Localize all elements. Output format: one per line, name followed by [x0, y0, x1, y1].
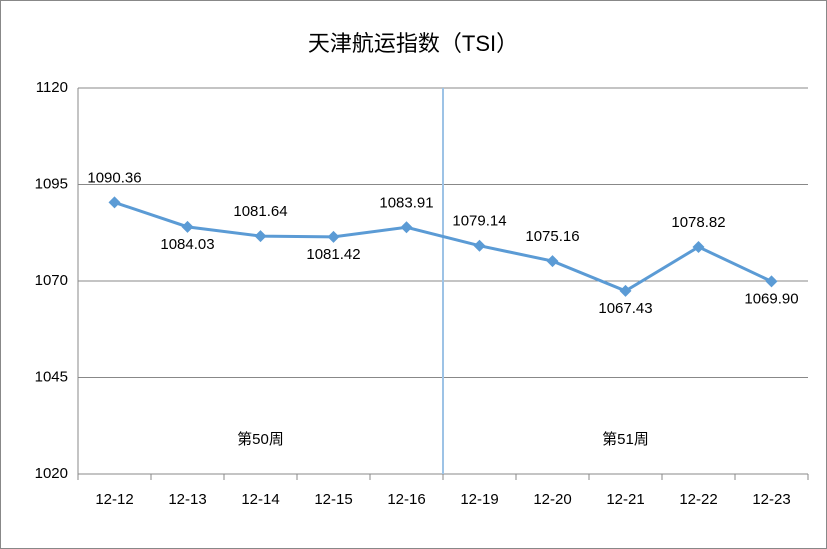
data-label: 1090.36 — [87, 169, 141, 186]
marker — [400, 221, 413, 234]
x-tick-label: 12-19 — [460, 491, 498, 508]
line — [114, 200, 773, 293]
chart-title: 天津航运指数（TSI） — [308, 31, 518, 56]
data-label: 1084.03 — [160, 236, 214, 253]
x-tick-label: 12-22 — [679, 491, 717, 508]
marker — [108, 196, 121, 209]
x-tick-label: 12-12 — [95, 491, 133, 508]
y-tick-label: 1020 — [35, 465, 68, 482]
marker — [473, 239, 486, 252]
x-tick-label: 12-21 — [606, 491, 644, 508]
marker — [327, 230, 340, 243]
data-label: 1083.91 — [379, 194, 433, 211]
x-tick-label: 12-14 — [241, 491, 279, 508]
marker — [546, 255, 559, 268]
data-label: 1075.16 — [525, 228, 579, 245]
annotation: 第50周 — [237, 430, 284, 448]
marker — [619, 284, 632, 297]
x-tick-label: 12-23 — [752, 491, 790, 508]
x-tick-label: 12-15 — [314, 491, 352, 508]
data-label: 1069.90 — [744, 290, 798, 307]
y-tick-label: 1045 — [35, 368, 68, 385]
y-tick-label: 1120 — [36, 79, 68, 96]
marker — [254, 230, 267, 243]
data-label: 1081.64 — [233, 203, 287, 220]
data-label: 1079.14 — [452, 213, 506, 230]
data-label: 1067.43 — [598, 300, 652, 317]
marker — [692, 240, 705, 253]
data-label: 1081.42 — [306, 246, 360, 263]
data-label: 1078.82 — [671, 214, 725, 231]
x-tick-label: 12-16 — [387, 491, 425, 508]
marker — [181, 220, 194, 233]
y-tick-label: 1070 — [35, 272, 68, 289]
x-tick-label: 12-13 — [168, 491, 206, 508]
marker — [765, 275, 778, 288]
annotation: 第51周 — [602, 430, 649, 448]
x-tick-label: 12-20 — [533, 491, 571, 508]
y-tick-label: 1095 — [35, 175, 68, 192]
